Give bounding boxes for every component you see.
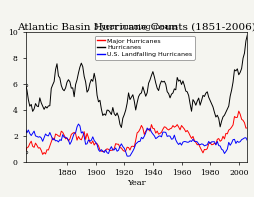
Text: 5 year running means: 5 year running means [94, 23, 178, 31]
Title: Atlantic Basin Hurricane Counts (1851-2006): Atlantic Basin Hurricane Counts (1851-20… [17, 22, 254, 32]
X-axis label: Year: Year [126, 178, 145, 187]
Legend: Major Hurricanes, Hurricanes, U.S. Landfalling Hurricanes: Major Hurricanes, Hurricanes, U.S. Landf… [95, 36, 194, 59]
